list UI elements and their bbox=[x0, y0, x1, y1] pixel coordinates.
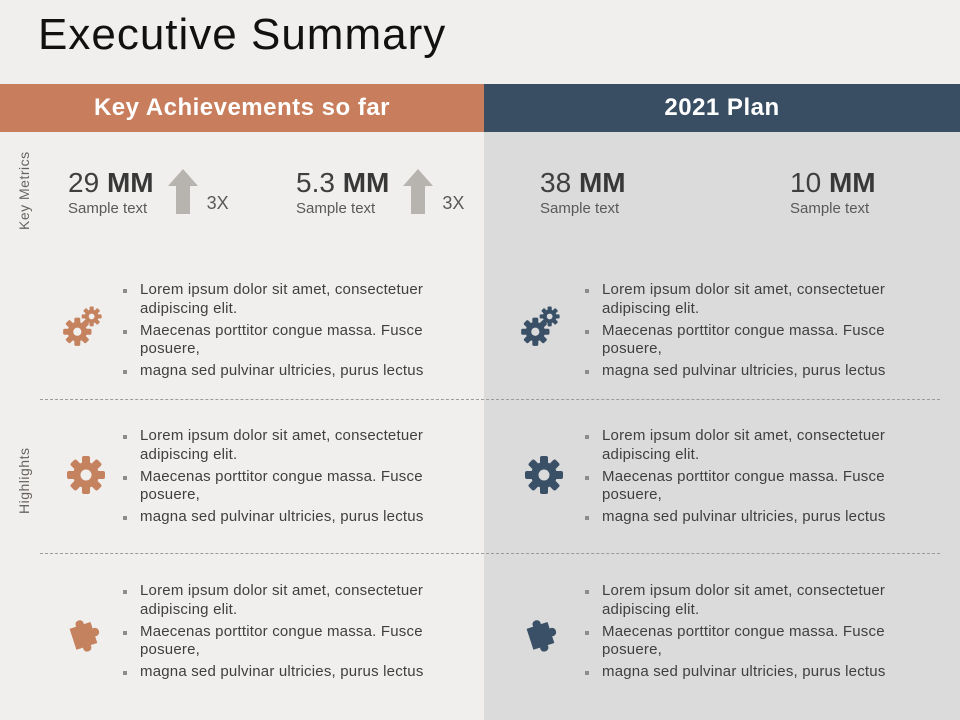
bullet-square-icon bbox=[123, 590, 127, 594]
list-item: Maecenas porttitor congue massa. Fusce p… bbox=[585, 623, 937, 661]
double-gear-icon bbox=[521, 305, 563, 347]
sidebar-label-key-metrics: Key Metrics bbox=[16, 151, 32, 231]
right-column-background bbox=[484, 132, 960, 720]
list-item: Lorem ipsum dolor sit amet, consectetuer… bbox=[585, 582, 937, 620]
list-item: magna sed pulvinar ultricies, purus lect… bbox=[123, 362, 475, 381]
column-header-2021-plan: 2021 Plan bbox=[484, 84, 960, 132]
list-item: Maecenas porttitor congue massa. Fusce p… bbox=[585, 322, 937, 360]
gear-icon bbox=[524, 455, 564, 495]
bullet-square-icon bbox=[123, 370, 127, 374]
bullet-square-icon bbox=[123, 289, 127, 293]
metric-caption: Sample text bbox=[790, 200, 870, 218]
dashed-divider bbox=[40, 553, 940, 554]
bullet-list: Lorem ipsum dolor sit amet, consectetuer… bbox=[585, 281, 937, 384]
column-header-achievements: Key Achievements so far bbox=[0, 84, 484, 132]
column-header-2021-plan-label: 2021 Plan bbox=[664, 94, 780, 121]
list-item: Lorem ipsum dolor sit amet, consectetuer… bbox=[123, 281, 475, 319]
metric-value-block: 5.3 MM Sample text bbox=[296, 167, 390, 218]
metric-value: 10 MM bbox=[790, 167, 876, 198]
sidebar-label-highlights: Highlights bbox=[16, 447, 32, 515]
list-item: Lorem ipsum dolor sit amet, consectetuer… bbox=[585, 281, 937, 319]
up-arrow-icon bbox=[167, 169, 198, 214]
metric-5-3mm: 5.3 MM Sample text 3X bbox=[296, 167, 465, 218]
growth-multiplier: 3X bbox=[206, 193, 229, 214]
gear-icon bbox=[66, 455, 106, 495]
bullet-square-icon bbox=[123, 475, 127, 480]
bullet-square-icon bbox=[585, 329, 589, 334]
metric-value-block: 10 MM Sample text bbox=[790, 167, 876, 218]
puzzle-icon bbox=[521, 608, 565, 652]
bullet-square-icon bbox=[123, 435, 127, 439]
column-header-achievements-label: Key Achievements so far bbox=[93, 94, 391, 121]
dashed-divider bbox=[40, 399, 940, 400]
bullet-square-icon bbox=[585, 671, 589, 675]
metric-29mm: 29 MM Sample text 3X bbox=[68, 167, 229, 218]
bullet-list: Lorem ipsum dolor sit amet, consectetuer… bbox=[585, 427, 937, 530]
list-item: magna sed pulvinar ultricies, purus lect… bbox=[585, 362, 937, 381]
list-item: Lorem ipsum dolor sit amet, consectetuer… bbox=[123, 427, 475, 465]
bullet-square-icon bbox=[123, 516, 127, 520]
list-item: Maecenas porttitor congue massa. Fusce p… bbox=[123, 468, 475, 506]
bullet-square-icon bbox=[585, 435, 589, 439]
bullet-list: Lorem ipsum dolor sit amet, consectetuer… bbox=[123, 427, 475, 530]
list-item: magna sed pulvinar ultricies, purus lect… bbox=[585, 508, 937, 527]
bullet-square-icon bbox=[585, 289, 589, 293]
bullet-square-icon bbox=[585, 630, 589, 635]
bullet-list: Lorem ipsum dolor sit amet, consectetuer… bbox=[585, 582, 937, 685]
metric-caption: Sample text bbox=[540, 200, 620, 218]
metric-caption: Sample text bbox=[296, 200, 376, 218]
puzzle-icon bbox=[64, 608, 108, 652]
bullet-square-icon bbox=[585, 475, 589, 480]
list-item: Maecenas porttitor congue massa. Fusce p… bbox=[585, 468, 937, 506]
metric-value-block: 29 MM Sample text bbox=[68, 167, 154, 218]
list-item: Lorem ipsum dolor sit amet, consectetuer… bbox=[585, 427, 937, 465]
metric-value: 5.3 MM bbox=[296, 167, 390, 198]
list-item: Maecenas porttitor congue massa. Fusce p… bbox=[123, 623, 475, 661]
list-item: magna sed pulvinar ultricies, purus lect… bbox=[585, 663, 937, 682]
metric-value-block: 38 MM Sample text bbox=[540, 167, 626, 218]
bullet-list: Lorem ipsum dolor sit amet, consectetuer… bbox=[123, 281, 475, 384]
bullet-square-icon bbox=[585, 370, 589, 374]
bullet-square-icon bbox=[123, 329, 127, 334]
bullet-square-icon bbox=[123, 630, 127, 635]
up-arrow-icon bbox=[403, 169, 434, 214]
metric-value: 38 MM bbox=[540, 167, 626, 198]
list-item: Maecenas porttitor congue massa. Fusce p… bbox=[123, 322, 475, 360]
metric-value: 29 MM bbox=[68, 167, 154, 198]
metric-10mm: 10 MM Sample text bbox=[790, 167, 876, 218]
list-item: magna sed pulvinar ultricies, purus lect… bbox=[123, 508, 475, 527]
double-gear-icon bbox=[63, 305, 105, 347]
bullet-square-icon bbox=[123, 671, 127, 675]
list-item: magna sed pulvinar ultricies, purus lect… bbox=[123, 663, 475, 682]
list-item: Lorem ipsum dolor sit amet, consectetuer… bbox=[123, 582, 475, 620]
bullet-square-icon bbox=[585, 590, 589, 594]
page-title: Executive Summary bbox=[38, 10, 447, 59]
bullet-square-icon bbox=[585, 516, 589, 520]
metric-38mm: 38 MM Sample text bbox=[540, 167, 626, 218]
metric-caption: Sample text bbox=[68, 200, 148, 218]
bullet-list: Lorem ipsum dolor sit amet, consectetuer… bbox=[123, 582, 475, 685]
growth-multiplier: 3X bbox=[442, 193, 465, 214]
